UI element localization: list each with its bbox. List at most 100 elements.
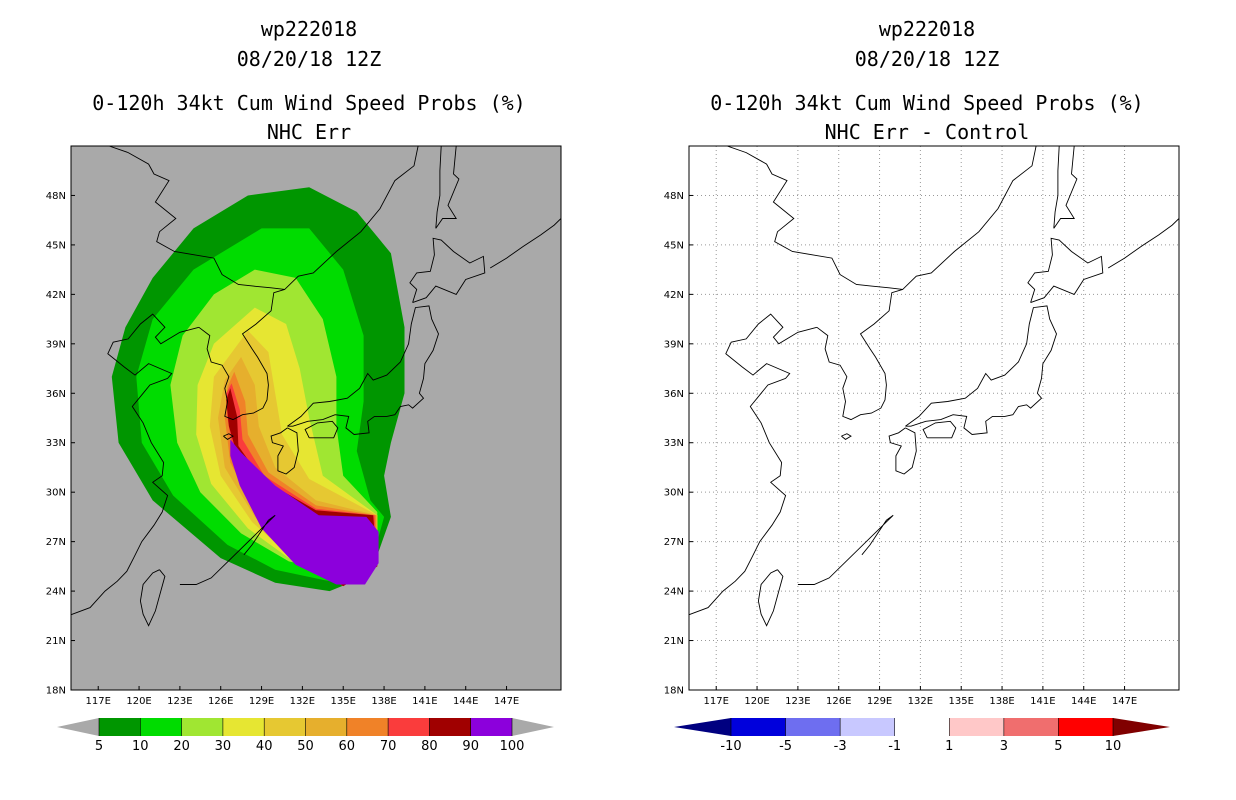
x-tick-label: 117E [86,696,111,707]
x-tick-label: 129E [867,696,892,707]
y-tick-label: 39N [46,339,66,350]
panel-nhc-err: wp222018 08/20/18 12Z 0-120h 34kt Cum Wi… [46,17,562,754]
coastline-taiwan [139,569,166,627]
colorbar-swatch [140,718,182,736]
colorbar-swatch [949,718,1004,736]
x-tick-label: 126E [208,696,233,707]
colorbar-label: 3 [1000,739,1008,754]
colorbar-swatch [181,718,223,736]
y-tick-label: 18N [46,686,66,697]
coastline-sakhalin [1053,146,1078,229]
coastline-hokkaido [1027,237,1104,304]
colorbar-label: 40 [256,739,273,754]
title-datetime: 08/20/18 12Z [854,47,1000,71]
y-tick-label: 33N [664,438,684,449]
x-tick-label: 138E [371,696,396,707]
title-product: 0-120h 34kt Cum Wind Speed Probs (%) [710,91,1144,115]
x-tick-label: 117E [704,696,729,707]
colorbar-swatch [731,718,786,736]
colorbar-swatch [429,718,471,736]
colorbar-swatch [894,718,950,736]
colorbar-label: 80 [421,739,438,754]
x-tick-label: 132E [290,696,315,707]
y-tick-label: 36N [46,389,66,400]
x-tick-label: 144E [1071,696,1096,707]
y-tick-label: 24N [46,587,66,598]
x-tick-label: 144E [453,696,478,707]
y-tick-label: 42N [664,290,684,301]
colorbar-swatch [840,718,895,736]
y-tick-label: 45N [46,240,66,251]
colorbar-swatch [1058,718,1113,736]
coastline-honshu [287,305,439,435]
colorbar-label: -5 [779,739,792,754]
y-tick-label: 45N [664,240,684,251]
x-tick-label: 135E [949,696,974,707]
colorbar-label: -1 [888,739,901,754]
coastline-kyushu [270,427,299,475]
x-tick-label: 147E [1112,696,1137,707]
colorbar-arrow-right [512,718,554,736]
colorbar-swatch [470,718,512,736]
colorbar-label: 50 [297,739,314,754]
colorbar-swatch [264,718,306,736]
colorbar-label: 10 [1105,739,1122,754]
prob-contour-90 [230,439,379,585]
x-tick-label: 132E [908,696,933,707]
y-tick-label: 48N [46,191,66,202]
coastline-shikoku [922,420,957,439]
x-tick-label: 141E [412,696,437,707]
colorbar-swatch [305,718,347,736]
colorbar-label: 60 [339,739,356,754]
plot-background [689,146,1179,690]
coastline-china_coast [71,313,200,616]
colorbar-swatch [785,718,841,736]
colorbar-arrow-right [1113,718,1170,736]
coastline-cheju [841,433,852,440]
colorbar-label: 10 [132,739,149,754]
x-tick-label: 126E [826,696,851,707]
colorbar-label: 30 [215,739,232,754]
coastline-cheju [223,433,234,440]
x-tick-label: 123E [785,696,810,707]
title-storm-id: wp222018 [878,17,976,41]
colorbar-label: 5 [1054,739,1062,754]
colorbar-label: 70 [380,739,397,754]
chart-nhc-err-control: 117E 120E 123E 126E 129E 132E 135E 138E 141E 144E… [664,145,1180,754]
coastline-ryukyu [797,514,894,585]
title-storm-id: wp222018 [260,17,358,41]
colorbar-label: 20 [173,739,190,754]
title-product: 0-120h 34kt Cum Wind Speed Probs (%) [92,91,526,115]
chart-nhc-err: 117E 120E 123E 126E 129E 132E 135E 138E 141E 144E… [46,145,562,754]
colorbar-swatch [1003,718,1059,736]
coastline-honshu [905,305,1057,435]
coastline-sakhalin [435,146,460,229]
colorbar-swatch [388,718,430,736]
colorbar-label: -10 [720,739,741,754]
coastline-shikoku [304,420,339,439]
y-tick-label: 21N [46,636,66,647]
y-tick-label: 27N [664,537,684,548]
panel-nhc-err-control: wp222018 08/20/18 12Z 0-120h 34kt Cum Wi… [618,0,1236,800]
plot-area [689,146,1179,690]
x-tick-label: 129E [249,696,274,707]
y-tick-label: 27N [46,537,66,548]
coastline-kurils [489,218,561,269]
y-tick-label: 30N [46,488,66,499]
plot-area [71,146,561,627]
coastline-china_coast [689,313,818,616]
coastline-korea [816,288,903,421]
x-tick-label: 135E [331,696,356,707]
colorbar-arrow-left [57,718,99,736]
coastline-kyushu [888,427,917,475]
y-tick-label: 33N [46,438,66,449]
coastline-korea [198,288,285,421]
title-subtitle: NHC Err [266,120,352,144]
title-datetime: 08/20/18 12Z [236,47,382,71]
plot-frame [688,145,1180,691]
plot-frame [70,145,562,691]
colorbar-swatch [99,718,141,736]
x-tick-label: 123E [167,696,192,707]
y-tick-label: 39N [664,339,684,350]
coastline-hokkaido [409,237,486,304]
